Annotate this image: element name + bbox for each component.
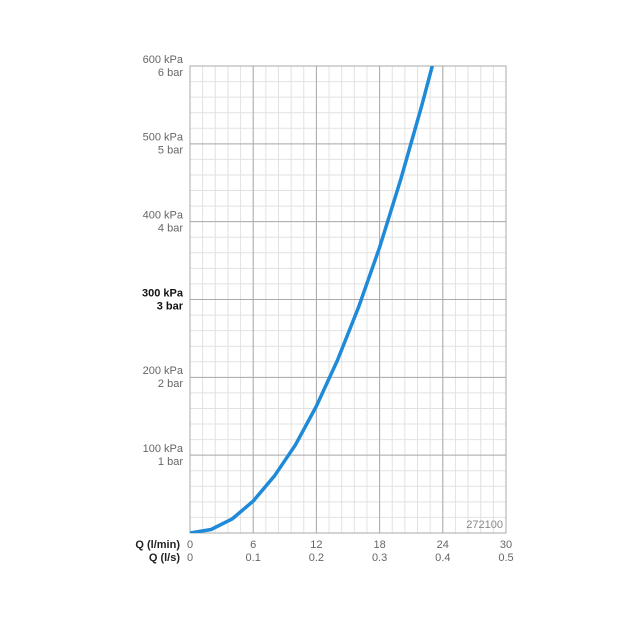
annotation: 272100 xyxy=(466,519,503,531)
x-tick-label: 6 xyxy=(250,539,256,551)
y-tick-label: 600 kPa xyxy=(143,54,184,66)
y-tick-label: 300 kPa xyxy=(142,287,184,299)
line xyxy=(190,66,434,533)
x2-axis-label: Q (l/s) xyxy=(149,552,181,564)
x2-tick-label: 0.1 xyxy=(246,552,261,564)
y-tick-label: 100 kPa xyxy=(143,443,184,455)
x-tick-label: 24 xyxy=(437,539,449,551)
y2-tick-label: 4 bar xyxy=(158,223,183,235)
y-tick-label: 200 kPa xyxy=(143,365,184,377)
x2-tick-label: 0.2 xyxy=(309,552,324,564)
y-tick-label: 400 kPa xyxy=(143,210,184,222)
x-tick-label: 18 xyxy=(373,539,385,551)
x-tick-label: 0 xyxy=(187,539,193,551)
x-axis-label: Q (l/min) xyxy=(135,539,180,551)
x2-tick-label: 0.5 xyxy=(498,552,513,564)
major-grid xyxy=(189,65,507,533)
x-tick-label: 30 xyxy=(500,539,512,551)
y2-tick-label: 5 bar xyxy=(158,145,183,157)
y-tick-label: 500 kPa xyxy=(143,132,184,144)
y2-tick-label: 6 bar xyxy=(158,67,183,79)
x2-tick-label: 0.3 xyxy=(372,552,387,564)
plot-frame xyxy=(189,65,507,534)
x2-tick-label: 0 xyxy=(187,552,193,564)
y2-tick-label: 3 bar xyxy=(157,300,184,312)
y2-tick-label: 1 bar xyxy=(158,456,183,468)
x-tick-label: 12 xyxy=(310,539,322,551)
x2-tick-label: 0.4 xyxy=(435,552,450,564)
y2-tick-label: 2 bar xyxy=(158,378,183,390)
